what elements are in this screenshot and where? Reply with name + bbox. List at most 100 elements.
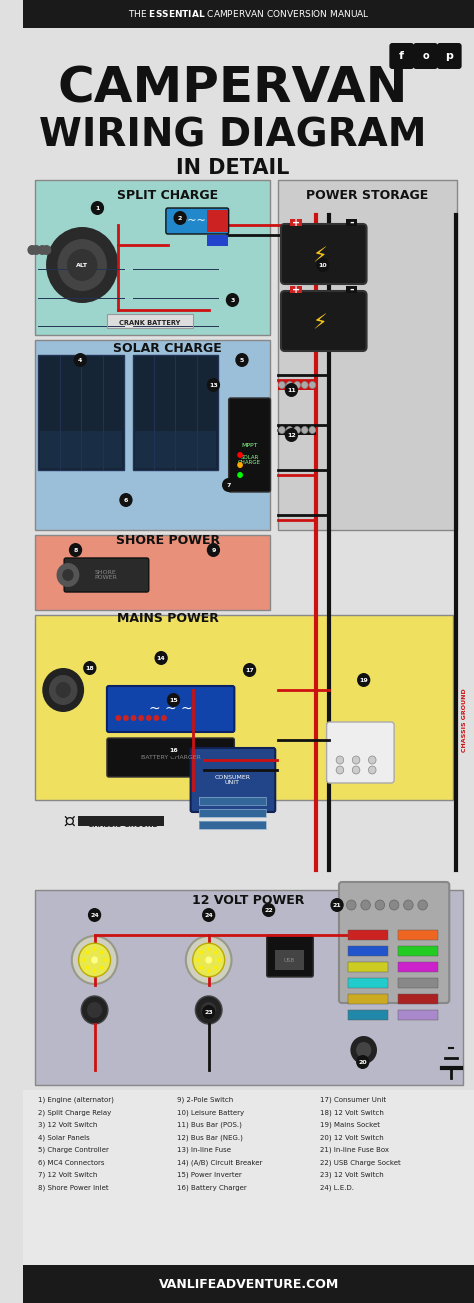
Circle shape <box>226 293 239 308</box>
Circle shape <box>207 947 210 951</box>
Bar <box>199 809 266 817</box>
Bar <box>35 536 271 610</box>
Text: 20) 12 Volt Switch: 20) 12 Volt Switch <box>320 1134 383 1140</box>
Bar <box>199 809 266 817</box>
Bar <box>135 431 216 468</box>
Bar <box>35 340 271 530</box>
Bar <box>348 962 388 972</box>
Circle shape <box>389 900 399 909</box>
Bar <box>348 930 388 939</box>
Circle shape <box>93 969 96 973</box>
Bar <box>348 979 388 988</box>
Text: 10) Leisure Battery: 10) Leisure Battery <box>177 1109 245 1115</box>
Circle shape <box>418 900 428 909</box>
Text: SHORE
POWER: SHORE POWER <box>94 569 118 580</box>
Text: 15) Power Inverter: 15) Power Inverter <box>177 1171 242 1178</box>
Circle shape <box>155 652 168 665</box>
Text: 17) Consumer Unit: 17) Consumer Unit <box>320 1097 386 1104</box>
Circle shape <box>67 249 98 281</box>
Bar <box>35 890 463 1085</box>
Bar <box>199 821 266 829</box>
Text: 18: 18 <box>85 666 94 671</box>
Text: f: f <box>399 51 404 61</box>
Text: 24) L.E.D.: 24) L.E.D. <box>320 1184 354 1191</box>
Text: 22) USB Charge Socket: 22) USB Charge Socket <box>320 1160 401 1166</box>
Bar <box>107 314 192 328</box>
FancyBboxPatch shape <box>267 936 313 977</box>
Circle shape <box>336 766 344 774</box>
Circle shape <box>309 382 316 388</box>
Text: 16) Battery Charger: 16) Battery Charger <box>177 1184 247 1191</box>
Circle shape <box>237 452 243 457</box>
FancyBboxPatch shape <box>107 737 234 777</box>
Circle shape <box>279 382 285 388</box>
Bar <box>207 210 228 232</box>
Text: USB: USB <box>284 958 295 963</box>
Bar <box>348 946 388 956</box>
Text: 1: 1 <box>95 206 100 211</box>
Text: MAINS POWER: MAINS POWER <box>117 611 219 624</box>
Bar <box>398 979 438 988</box>
Bar <box>199 821 266 829</box>
Bar <box>398 994 438 1005</box>
Bar <box>398 962 438 972</box>
Circle shape <box>93 947 96 951</box>
Bar <box>207 235 228 246</box>
Circle shape <box>279 426 285 434</box>
Circle shape <box>357 674 370 687</box>
Circle shape <box>346 900 356 909</box>
Circle shape <box>55 681 71 698</box>
Circle shape <box>352 766 360 774</box>
Bar <box>398 1010 438 1020</box>
Text: $\bf{\perp}$: $\bf{\perp}$ <box>61 810 77 830</box>
Circle shape <box>352 756 360 764</box>
Bar <box>23 1091 474 1287</box>
Circle shape <box>167 743 180 757</box>
Text: ⚡: ⚡ <box>312 246 327 266</box>
Circle shape <box>167 693 180 708</box>
Circle shape <box>146 715 152 721</box>
Text: 12) Bus Bar (NEG.): 12) Bus Bar (NEG.) <box>177 1134 243 1140</box>
Circle shape <box>85 966 89 969</box>
Text: CHASSIS GROUND: CHASSIS GROUND <box>88 822 158 827</box>
Text: 18) 12 Volt Switch: 18) 12 Volt Switch <box>320 1109 384 1115</box>
Bar <box>199 797 266 805</box>
Text: CAMPERVAN: CAMPERVAN <box>57 64 408 112</box>
Text: 3: 3 <box>230 297 235 302</box>
Text: SPLIT CHARGE: SPLIT CHARGE <box>117 189 219 202</box>
Text: 20: 20 <box>358 1059 367 1065</box>
Text: +: + <box>292 218 300 228</box>
Text: IN DETAIL: IN DETAIL <box>176 158 289 179</box>
Circle shape <box>214 966 218 969</box>
Circle shape <box>361 900 370 909</box>
Circle shape <box>83 661 97 675</box>
Bar <box>398 962 438 972</box>
Bar <box>35 340 271 530</box>
Text: ⚡: ⚡ <box>312 313 327 334</box>
Text: 14: 14 <box>157 655 165 661</box>
Text: SHORE POWER: SHORE POWER <box>116 533 220 546</box>
Text: 8: 8 <box>73 547 78 552</box>
Bar <box>35 536 271 610</box>
Text: 3) 12 Volt Switch: 3) 12 Volt Switch <box>37 1122 97 1128</box>
Circle shape <box>316 258 329 272</box>
Text: ~ ~ ~: ~ ~ ~ <box>149 702 192 717</box>
Circle shape <box>330 898 344 912</box>
Bar <box>278 380 316 390</box>
Text: 22: 22 <box>264 907 273 912</box>
Text: 9) 2-Pole Switch: 9) 2-Pole Switch <box>177 1097 234 1104</box>
Text: 11) Bus Bar (POS.): 11) Bus Bar (POS.) <box>177 1122 242 1128</box>
Circle shape <box>69 543 82 556</box>
Circle shape <box>116 715 121 721</box>
Text: 13: 13 <box>209 383 218 387</box>
Circle shape <box>214 950 218 954</box>
Circle shape <box>294 426 301 434</box>
Bar <box>348 1010 388 1020</box>
Text: 14) (A/B) Circuit Breaker: 14) (A/B) Circuit Breaker <box>177 1160 263 1166</box>
Circle shape <box>37 245 47 255</box>
Circle shape <box>119 493 133 507</box>
Circle shape <box>186 936 231 984</box>
Text: 7) 12 Volt Switch: 7) 12 Volt Switch <box>37 1171 97 1178</box>
Text: 2: 2 <box>178 215 182 220</box>
Circle shape <box>205 956 212 964</box>
